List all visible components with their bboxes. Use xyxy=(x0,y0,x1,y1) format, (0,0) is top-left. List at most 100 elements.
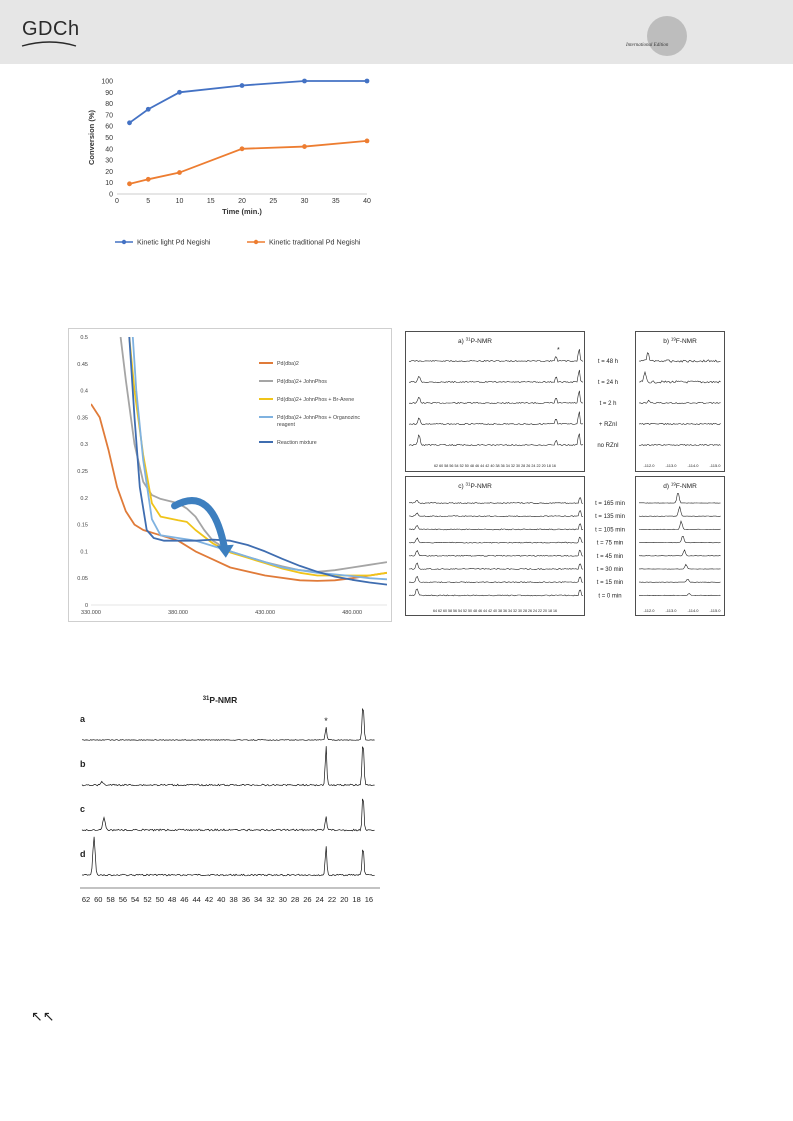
panel-b-title-sup: 19 xyxy=(671,337,677,342)
panel-c-time-label: t = 30 min xyxy=(597,567,624,573)
panel-d-frame xyxy=(635,476,725,616)
x-tick-label: 5 xyxy=(146,198,150,205)
y-tick-label: 0.05 xyxy=(77,576,88,582)
nmr-axis-tick: 22 xyxy=(328,895,336,904)
series-line-3 xyxy=(131,337,387,581)
panel-d-title-sup: 19 xyxy=(671,482,677,487)
panel-b-frame xyxy=(635,331,725,472)
series-line-0 xyxy=(91,403,387,582)
nmr-trace xyxy=(638,505,721,517)
y-tick-label: 0 xyxy=(85,603,88,609)
panel-b-axis-tick: -115.0 xyxy=(709,463,721,468)
legend-label-line: Pd(dba)2+ JohnPhos xyxy=(277,379,327,385)
nmr-axis-tick: 44 xyxy=(193,895,201,904)
data-point xyxy=(145,106,151,112)
data-point xyxy=(239,146,245,152)
nmr-trace xyxy=(408,497,584,504)
nmr-trace xyxy=(408,536,584,544)
y-tick-label: 0.45 xyxy=(77,362,88,368)
conversion-chart: 0 10 20 30 40 50 60 70 80 90 100 0 5 10 15 20 25 30 35 40 Ti… xyxy=(85,75,385,255)
data-point xyxy=(364,78,370,84)
uv-vis-chart-svg: 0 0.05 0.1 0.15 0.2 0.25 0.3 0.35 0.4 0.45 0.5 330.… xyxy=(77,335,387,616)
nmr-axis-tick: 28 xyxy=(291,895,299,904)
uv-vis-chart: 0 0.05 0.1 0.15 0.2 0.25 0.3 0.35 0.4 0.45 0.5 330.… xyxy=(68,328,392,622)
panel-a-traces xyxy=(408,349,584,446)
nmr-trace xyxy=(638,593,721,596)
panel-b-title: b) 19F-NMR xyxy=(663,337,697,346)
y-axis-label: Conversion (%) xyxy=(87,110,96,166)
nmr-trace xyxy=(638,520,721,530)
panel-b-trace xyxy=(638,399,721,404)
panel-d-axis-tick: -114.0 xyxy=(687,608,699,613)
nmr-axis-tick: 32 xyxy=(266,895,274,904)
panel-b-title-suffix: F-NMR xyxy=(676,338,697,345)
data-point xyxy=(302,144,307,149)
series-line-1 xyxy=(129,139,368,185)
panel-b-axis-tick: -112.0 xyxy=(643,463,655,468)
nmr-axis-tick: 60 xyxy=(94,895,102,904)
panel-a-time-label: + RZnI xyxy=(599,422,618,428)
legend-label: Reaction mixture xyxy=(277,440,317,446)
panel-b-axis-tick: -114.0 xyxy=(687,463,699,468)
nmr-axis-tick: 58 xyxy=(106,895,114,904)
legend-label-line: Pd(dba)2 xyxy=(277,361,299,367)
nmr-axis-tick: 56 xyxy=(119,895,127,904)
impurity-asterisk: * xyxy=(557,347,560,354)
nmr-trace xyxy=(408,510,584,518)
back-to-top-icon[interactable]: ↖↖ xyxy=(31,1009,55,1025)
nmr-trace xyxy=(408,369,584,384)
nmr-trace xyxy=(638,370,721,384)
panel-c-title-suffix: P-NMR xyxy=(470,483,492,490)
y-tick-label: 40 xyxy=(105,146,113,153)
legend-label: Kinetic traditional Pd Negishi xyxy=(269,238,361,247)
annotation-arrow-shaft xyxy=(171,497,229,554)
legend-label: Pd(dba)2+ JohnPhos + Br-Arene xyxy=(277,397,354,403)
edition-label: International Edition xyxy=(626,43,669,48)
annotation-arrow-head xyxy=(216,544,234,558)
y-tick-label: 80 xyxy=(105,101,113,108)
nmr-row-label: a xyxy=(80,714,86,724)
legend-label-line: Pd(dba)2+ JohnPhos + Br-Arene xyxy=(277,397,354,403)
y-tick-label: 0.4 xyxy=(80,389,88,395)
x-tick-label: 430.000 xyxy=(255,610,275,616)
nmr-row-label: b xyxy=(80,759,86,769)
x-tick-label: 40 xyxy=(363,198,371,205)
panel-a-title-sup: 31 xyxy=(466,337,472,342)
x-tick-label: 480.000 xyxy=(342,610,362,616)
x-tick-label: 35 xyxy=(332,198,340,205)
y-tick-label: 90 xyxy=(105,90,113,97)
y-tick-label: 0 xyxy=(109,192,113,199)
data-point xyxy=(239,83,245,88)
series-line-0 xyxy=(128,80,367,124)
legend-label-line: Pd(dba)2+ JohnPhos + Organozinc xyxy=(277,415,360,421)
y-tick-label: 0.1 xyxy=(80,549,88,555)
y-tick-label: 20 xyxy=(105,169,113,176)
nmr-row-label: c xyxy=(80,804,85,814)
series-line-4 xyxy=(128,337,387,586)
panel-c-time-label: t = 45 min xyxy=(597,554,624,560)
data-point xyxy=(177,89,182,95)
panel-c-title-sup: 31 xyxy=(465,482,471,487)
nmr-row-trace xyxy=(81,798,375,832)
legend-label-line: reagent xyxy=(277,422,295,428)
nmr-axis-tick: 26 xyxy=(303,895,311,904)
y-tick-label: 50 xyxy=(105,135,113,142)
y-tick-label: 0.15 xyxy=(77,523,88,529)
y-tick-label: 0.2 xyxy=(80,496,88,502)
y-tick-label: 0.5 xyxy=(80,335,88,341)
legend-label: Pd(dba)2+ JohnPhos xyxy=(277,379,327,385)
panel-a-time-label: t = 48 h xyxy=(598,359,618,365)
y-tick-label: 0.25 xyxy=(77,469,88,475)
legend-marker xyxy=(121,239,127,245)
nmr-row-trace xyxy=(81,836,375,877)
y-tick-label: 0.3 xyxy=(80,442,88,448)
x-tick-label: 20 xyxy=(238,198,246,205)
y-tick-label: 30 xyxy=(105,158,113,165)
x-tick-label: 380.000 xyxy=(168,610,188,616)
impurity-asterisk: * xyxy=(324,716,328,726)
data-point xyxy=(127,181,132,187)
nmr-row-label: d xyxy=(80,849,86,859)
panel-a-axis: 62 60 58 56 54 52 50 48 46 44 42 40 38 3… xyxy=(434,464,556,468)
panel-a-title: a) 31P-NMR xyxy=(458,337,492,346)
